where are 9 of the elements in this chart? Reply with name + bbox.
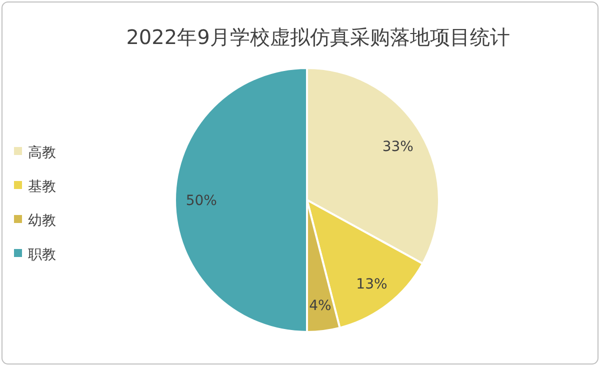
legend-label: 高教 [28, 145, 56, 161]
legend-label: 幼教 [28, 213, 56, 229]
data-label: 13% [356, 276, 388, 292]
legend-label: 基教 [28, 179, 56, 195]
legend-label: 职教 [28, 247, 56, 263]
chart-title: 2022年9月学校虚拟仿真采购落地项目统计 [126, 25, 510, 49]
data-label: 33% [382, 139, 414, 156]
data-label: 50% [186, 193, 217, 209]
data-label: 4% [309, 298, 332, 314]
